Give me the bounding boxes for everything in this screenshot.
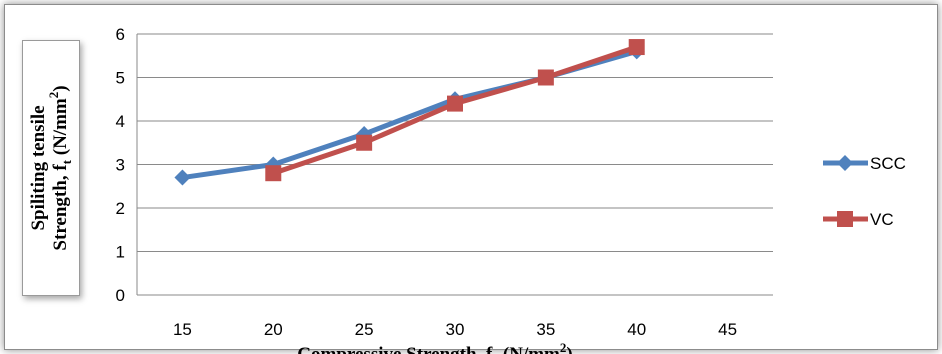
legend-marker-vc xyxy=(837,211,853,227)
x-tick-label: 15 xyxy=(173,320,192,339)
y-tick-label: 4 xyxy=(116,112,125,131)
chart-frame xyxy=(4,4,938,350)
series-lines xyxy=(182,44,638,181)
y-axis-title-line1: Spiliting tensile xyxy=(28,105,49,230)
y-axis-title: Spiliting tensile Strength, ft (N/mm2) xyxy=(28,85,74,250)
gridlines xyxy=(137,33,773,252)
x-axis-title: Compressive Strength, fc (N/mm2) xyxy=(297,340,572,354)
y-tick-label: 0 xyxy=(116,286,125,305)
y-tick-label: 3 xyxy=(116,156,125,175)
series-markers xyxy=(174,39,645,186)
axes xyxy=(136,34,773,296)
data-point-vc xyxy=(537,69,554,86)
y-axis-title-line2: Strength, ft (N/mm2) xyxy=(46,85,74,250)
y-axis-label-box xyxy=(22,40,80,296)
x-tick-label: 30 xyxy=(446,320,465,339)
x-tick-labels: 15 20 25 30 35 40 45 xyxy=(173,320,737,339)
x-tick-label: 20 xyxy=(264,320,283,339)
legend: SCC VC xyxy=(823,154,906,229)
y-tick-label: 5 xyxy=(116,69,125,88)
legend-label-vc: VC xyxy=(870,210,894,229)
legend-marker-scc xyxy=(837,155,853,171)
y-tick-label: 1 xyxy=(116,243,125,262)
y-tick-labels: 0 1 2 3 4 5 6 xyxy=(116,25,125,305)
legend-label-scc: SCC xyxy=(870,154,906,173)
y-tick-label: 2 xyxy=(116,199,125,218)
data-point-vc xyxy=(265,165,282,182)
data-point-vc xyxy=(628,39,645,56)
x-tick-label: 35 xyxy=(536,320,555,339)
y-tick-label: 6 xyxy=(116,25,125,44)
x-tick-label: 40 xyxy=(627,320,646,339)
data-point-scc xyxy=(174,169,191,186)
x-tick-label: 25 xyxy=(355,320,374,339)
x-tick-label: 45 xyxy=(718,320,737,339)
data-point-vc xyxy=(447,95,463,112)
data-point-vc xyxy=(356,134,373,151)
